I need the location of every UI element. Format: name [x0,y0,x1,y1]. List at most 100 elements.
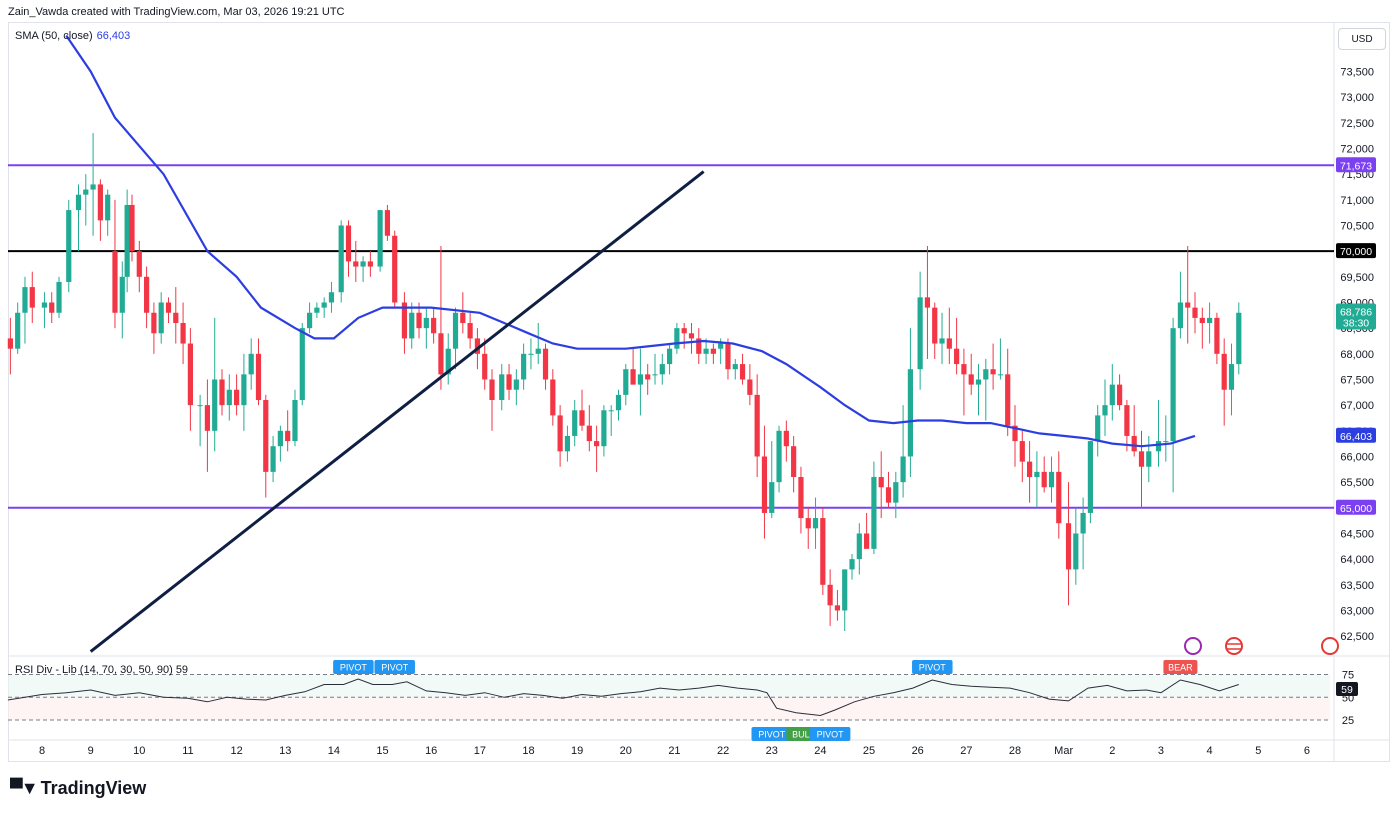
rsi-legend[interactable]: RSI Div - Lib (14, 70, 30, 50, 90) 59 [15,664,188,676]
price-tick-label: 72,000 [1340,143,1374,155]
candle-body [564,435,571,452]
candle-body [452,312,459,349]
tradingview-logo[interactable]: ▀▼ TradingView [10,778,146,799]
price-tick-label: 65,500 [1340,477,1374,489]
time-tick-label: 20 [620,745,632,757]
candle-body [1199,317,1205,324]
level-price-tag [1336,243,1376,259]
candle-body [1073,533,1079,570]
rsi-signal-label: PIVOT [758,730,786,740]
candle-body [659,364,665,375]
candle-body [1048,471,1055,488]
rsi-signal-label: BULL [792,730,815,740]
candle-body [535,348,541,354]
candle-body [666,348,673,365]
price-tick-label: 64,000 [1340,554,1374,566]
candle-body [572,410,578,436]
time-tick-label: 6 [1304,745,1310,757]
candle-body [328,292,335,303]
time-tick-label: 4 [1207,745,1213,757]
time-tick-label: 26 [912,745,924,757]
candle-body [1221,353,1227,390]
rsi-signal-label: PIVOT [919,663,947,673]
time-tick-label: 15 [376,745,388,757]
time-tick-label: 8 [39,745,45,757]
time-tick-label: 9 [88,745,94,757]
candles-layer [7,133,1242,631]
candle-body [1012,425,1018,442]
rsi-signal-badge [1163,660,1198,674]
candle-body [939,338,945,344]
trendline [89,170,705,653]
candle-body [615,394,622,411]
rsi-signal-badge [809,727,851,741]
candle-body [482,353,488,380]
price-tick-label: 68,000 [1340,349,1374,361]
candle-body [769,482,775,513]
candle-body [674,328,680,349]
candle-body [7,338,13,349]
time-tick-label: 3 [1158,745,1164,757]
candle-body [255,353,262,401]
candle-body [812,518,819,529]
candle-body [805,518,811,529]
candle-body [601,410,607,447]
time-tick-label: 2 [1109,745,1115,757]
price-tick-label: 63,000 [1340,605,1374,617]
candle-body [401,302,408,339]
candle-body [22,287,28,313]
candle-body [158,302,164,334]
candle-body [820,518,826,585]
currency-button[interactable]: USD [1338,28,1386,50]
candle-body [608,410,614,412]
level-price-label: 70,000 [1340,246,1372,258]
candle-body [29,287,35,308]
us-flag-icon [1225,637,1243,655]
candle-body [187,343,193,406]
price-tick-label: 72,500 [1340,118,1374,130]
candle-body [438,333,444,375]
time-tick-label: 24 [814,745,826,757]
countdown-label: 38:30 [1343,317,1369,329]
sma-legend[interactable]: SMA (50, close) 66,403 [15,30,130,42]
candle-body [345,225,352,262]
rsi-value-label: 59 [1341,684,1353,696]
time-tick-label: 22 [717,745,729,757]
price-tick-label: 64,500 [1340,528,1374,540]
level-price-tag [1336,157,1376,173]
candle-body [143,276,150,313]
candle-body [90,184,96,190]
candle-body [180,323,186,344]
candle-body [842,569,848,611]
candle-body [968,374,974,385]
us-flag-icon [1321,637,1339,655]
time-tick-label: 28 [1009,745,1021,757]
candle-body [204,405,211,431]
candle-body [75,194,82,211]
candle-body [1005,374,1011,426]
candle-body [594,441,600,447]
candle-body [299,328,305,401]
price-tick-label: 66,000 [1340,451,1374,463]
candle-body [506,374,512,390]
candle-body [384,210,391,236]
candle-body [105,194,111,221]
candle-body [1146,451,1152,467]
candle-body [338,225,344,293]
candle-body [513,379,519,390]
time-tick-label: 14 [328,745,340,757]
candle-body [652,374,658,376]
candle-body [990,369,996,375]
sma-line [65,34,1196,448]
trend-layer [89,170,705,653]
candle-body [83,189,89,195]
rsi-legend-value: 59 [175,664,189,676]
candle-body [776,430,782,483]
candle-body [431,317,437,334]
candle-body [285,430,291,442]
candle-body [1170,328,1176,442]
time-tick-label: 17 [474,745,486,757]
candle-body [263,400,269,472]
candle-body [827,584,833,606]
